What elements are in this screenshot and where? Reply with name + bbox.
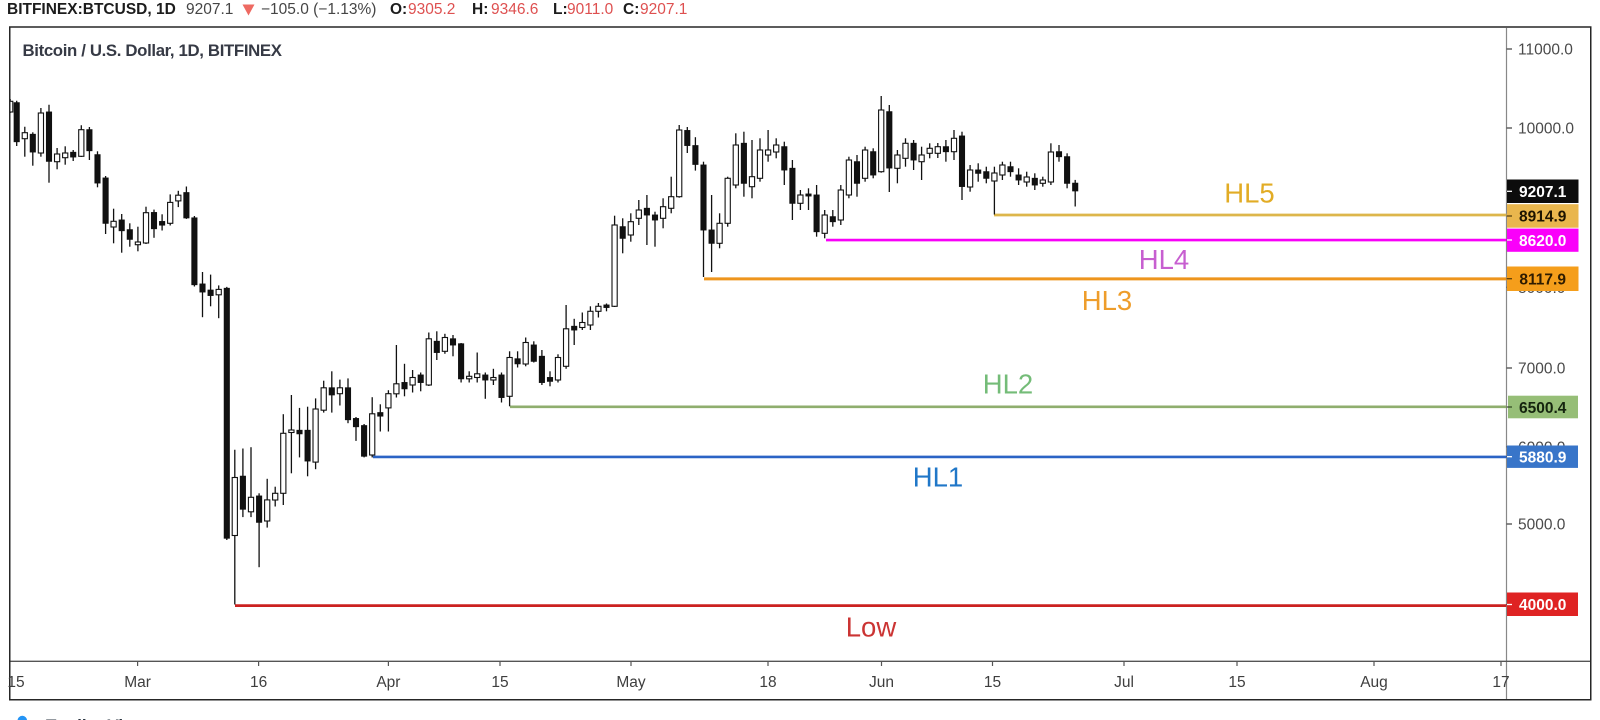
svg-text:6500.4: 6500.4 <box>1519 400 1567 417</box>
svg-text:Bitcoin / U.S. Dollar, 1D, BIT: Bitcoin / U.S. Dollar, 1D, BITFINEX <box>23 41 283 60</box>
svg-text:9207.1: 9207.1 <box>186 1 233 18</box>
svg-text:8914.9: 8914.9 <box>1519 209 1567 226</box>
svg-text:15: 15 <box>491 674 508 691</box>
svg-text:16: 16 <box>250 674 267 691</box>
svg-text:O:: O: <box>390 1 407 18</box>
svg-text:HL2: HL2 <box>983 368 1033 399</box>
svg-text:Aug: Aug <box>1360 674 1388 691</box>
svg-text:15: 15 <box>984 674 1001 691</box>
svg-text:May: May <box>616 674 646 691</box>
svg-text:H:: H: <box>472 1 488 18</box>
svg-text:17: 17 <box>1492 674 1509 691</box>
svg-text:C:: C: <box>623 1 639 18</box>
svg-text:9207.1: 9207.1 <box>640 1 687 18</box>
svg-text:9305.2: 9305.2 <box>408 1 455 18</box>
svg-text:8620.0: 8620.0 <box>1519 233 1566 250</box>
svg-text:−105.0 (−1.13%): −105.0 (−1.13%) <box>261 1 376 18</box>
svg-text:15: 15 <box>1228 674 1245 691</box>
svg-text:Apr: Apr <box>376 674 400 691</box>
svg-text:HL5: HL5 <box>1224 178 1274 209</box>
svg-text:9011.0: 9011.0 <box>567 1 614 18</box>
svg-text:5000.0: 5000.0 <box>1518 517 1566 534</box>
svg-text:HL4: HL4 <box>1139 244 1189 275</box>
svg-text:TradingView: TradingView <box>46 716 147 720</box>
svg-text:Mar: Mar <box>124 674 151 691</box>
svg-text:Jul: Jul <box>1114 674 1134 691</box>
svg-text:10000.0: 10000.0 <box>1518 121 1574 138</box>
svg-text:5880.9: 5880.9 <box>1519 450 1567 467</box>
svg-text:Low: Low <box>846 612 897 643</box>
svg-text:9346.6: 9346.6 <box>491 1 538 18</box>
svg-text:18: 18 <box>759 674 776 691</box>
svg-text:15: 15 <box>7 674 24 691</box>
svg-text:7000.0: 7000.0 <box>1518 361 1566 378</box>
svg-text:L:: L: <box>553 1 568 18</box>
svg-text:11000.0: 11000.0 <box>1518 42 1573 59</box>
svg-text:Jun: Jun <box>869 674 894 691</box>
svg-text:HL1: HL1 <box>913 462 963 493</box>
svg-text:9207.1: 9207.1 <box>1519 184 1567 201</box>
svg-text:BITFINEX:BTCUSD, 1D: BITFINEX:BTCUSD, 1D <box>7 1 176 18</box>
svg-text:4000.0: 4000.0 <box>1519 597 1566 614</box>
svg-text:8117.9: 8117.9 <box>1519 272 1566 289</box>
svg-text:HL3: HL3 <box>1082 285 1132 316</box>
